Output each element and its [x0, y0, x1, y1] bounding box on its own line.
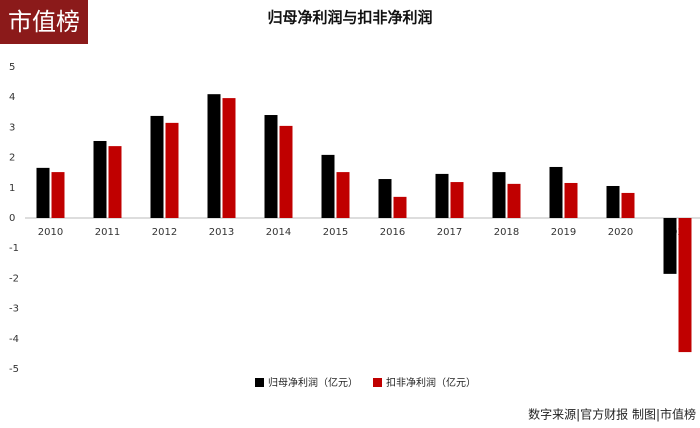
bar	[222, 98, 236, 218]
legend-label: 扣非净利润（亿元）	[386, 376, 476, 389]
x-tick-label: 2012	[152, 227, 177, 238]
bar	[564, 182, 578, 218]
bar	[435, 173, 449, 218]
chart-title: 归母净利润与扣非净利润	[267, 9, 432, 27]
bar	[336, 172, 350, 218]
bar	[165, 122, 179, 218]
bar	[621, 192, 635, 218]
source: 数字来源|官方财报 制图|市值榜	[528, 407, 696, 422]
bar	[264, 115, 278, 218]
y-tick-label: 2	[9, 153, 15, 164]
bar	[108, 146, 122, 218]
x-tick-label: 2018	[494, 227, 519, 238]
bar	[279, 125, 293, 218]
x-tick-label: 2021	[665, 227, 690, 238]
bar	[378, 179, 392, 218]
y-tick-label: 5	[9, 62, 15, 73]
x-tick-label: 2011	[95, 227, 120, 238]
y-tick-label: -3	[9, 304, 19, 315]
y-tick-label: -5	[9, 364, 19, 375]
logo: 市值榜	[8, 8, 80, 36]
x-tick-label: 2013	[209, 227, 234, 238]
logo-box	[0, 0, 88, 44]
bar	[150, 115, 164, 218]
x-tick-label: 2019	[551, 227, 576, 238]
bar	[450, 182, 464, 218]
bar	[393, 196, 407, 218]
y-tick-label: 3	[9, 122, 15, 133]
bar	[507, 183, 521, 218]
bar	[51, 172, 65, 218]
bar	[678, 218, 692, 353]
bar	[663, 218, 677, 274]
x-tick-label: 2010	[38, 227, 63, 238]
x-tick-label: 2016	[380, 227, 405, 238]
y-tick-label: 1	[9, 183, 15, 194]
x-tick-label: 2015	[323, 227, 348, 238]
bar	[606, 185, 620, 218]
legend-swatch	[255, 378, 264, 387]
bar	[36, 167, 50, 218]
y-tick-label: -2	[9, 273, 19, 284]
x-tick-label: 2014	[266, 227, 291, 238]
y-tick-label: 0	[9, 213, 15, 224]
legend-label: 归母净利润（亿元）	[268, 376, 358, 389]
y-tick-label: 4	[9, 92, 15, 103]
legend-swatch	[373, 378, 382, 387]
bar	[321, 154, 335, 218]
x-tick-label: 2020	[608, 227, 633, 238]
bar	[93, 140, 107, 218]
bar	[207, 94, 221, 218]
y-tick-label: -4	[9, 334, 19, 345]
y-tick-label: -1	[9, 243, 19, 254]
bar	[492, 172, 506, 218]
x-tick-label: 2017	[437, 227, 462, 238]
bar	[549, 166, 563, 218]
